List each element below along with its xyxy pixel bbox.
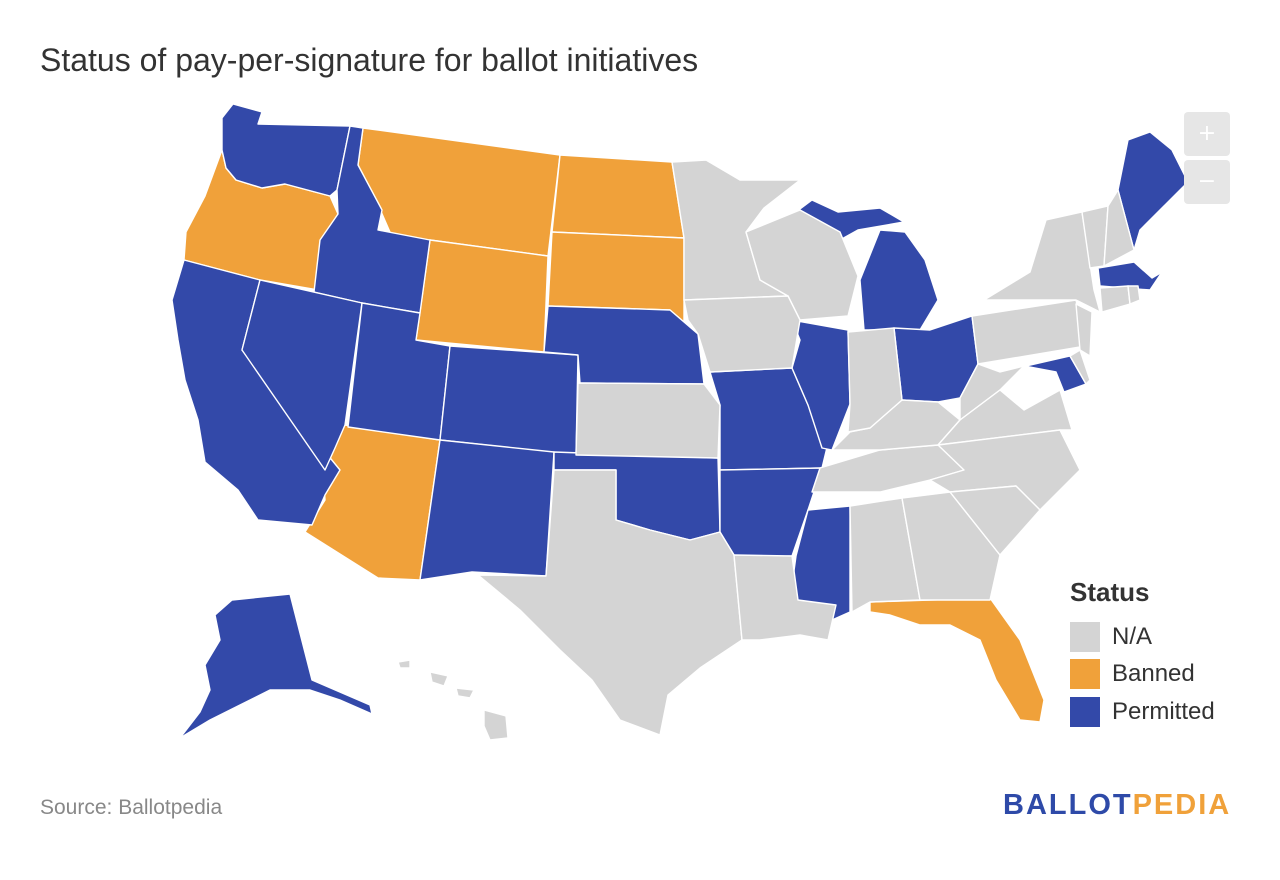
state-new-hampshire[interactable]: New Hampshire — [1103, 189, 1135, 267]
state-new-jersey[interactable]: New Jersey — [1075, 303, 1093, 357]
state-massachusetts[interactable]: Massachusetts — [1097, 261, 1163, 291]
state-alaska[interactable]: Alaska — [179, 593, 373, 739]
legend: Status N/A Banned Permitted — [1070, 577, 1270, 731]
legend-swatch-na — [1070, 621, 1100, 652]
legend-label-na: N/A — [1112, 622, 1153, 650]
legend-label-banned: Banned — [1112, 660, 1195, 688]
state-iowa[interactable]: Iowa — [683, 295, 801, 373]
logo-part-pedia: PEDIA — [1132, 789, 1232, 821]
zoom-out-button[interactable]: − — [1184, 160, 1230, 204]
state-florida[interactable]: Florida — [869, 597, 1045, 723]
state-new-york[interactable]: New York — [983, 211, 1101, 313]
legend-item-na[interactable]: N/A — [1070, 618, 1270, 656]
state-new-mexico[interactable]: New Mexico — [419, 439, 555, 581]
state-south-carolina[interactable]: South Carolina — [949, 485, 1041, 556]
state-georgia[interactable]: Georgia — [901, 491, 1001, 601]
state-colorado[interactable]: Colorado — [439, 345, 579, 456]
state-delaware[interactable]: Delaware — [1069, 349, 1091, 385]
state-alabama[interactable]: Alabama — [849, 497, 921, 613]
legend-item-permitted[interactable]: Permitted — [1070, 693, 1270, 731]
zoom-in-button[interactable]: + — [1184, 112, 1230, 156]
legend-swatch-banned — [1070, 659, 1100, 690]
state-pennsylvania[interactable]: Pennsylvania — [971, 299, 1087, 365]
state-louisiana[interactable]: Louisiana — [733, 554, 837, 641]
state-texas[interactable]: Texas — [477, 469, 743, 736]
state-virginia[interactable]: Virginia — [937, 389, 1073, 446]
legend-label-permitted: Permitted — [1112, 697, 1215, 725]
page-title: Status of pay-per-signature for ballot i… — [40, 42, 699, 78]
legend-title: Status — [1070, 577, 1150, 607]
state-hawaii[interactable]: Hawaii — [397, 659, 509, 741]
state-connecticut[interactable]: Connecticut — [1099, 285, 1131, 313]
logo-part-ballot: BALLOT — [1003, 789, 1133, 821]
state-north-dakota[interactable]: North Dakota — [551, 154, 685, 239]
state-rhode-island[interactable]: Rhode Island — [1127, 285, 1141, 305]
source-note: Source: Ballotpedia — [40, 796, 223, 819]
state-kansas[interactable]: Kansas — [575, 382, 721, 459]
state-indiana[interactable]: Indiana — [847, 327, 903, 433]
us-map[interactable]: OregonMontanaNorth DakotaSouth DakotaWyo… — [0, 90, 1280, 770]
ballotpedia-logo[interactable]: BALLOTPEDIA — [1003, 789, 1231, 822]
legend-swatch-permitted — [1070, 696, 1100, 727]
legend-item-banned[interactable]: Banned — [1070, 656, 1270, 694]
state-wyoming[interactable]: Wyoming — [415, 239, 549, 353]
state-maine[interactable]: Maine — [1117, 131, 1189, 251]
state-wisconsin[interactable]: Wisconsin — [745, 209, 859, 321]
state-washington[interactable]: Washington — [221, 103, 351, 197]
